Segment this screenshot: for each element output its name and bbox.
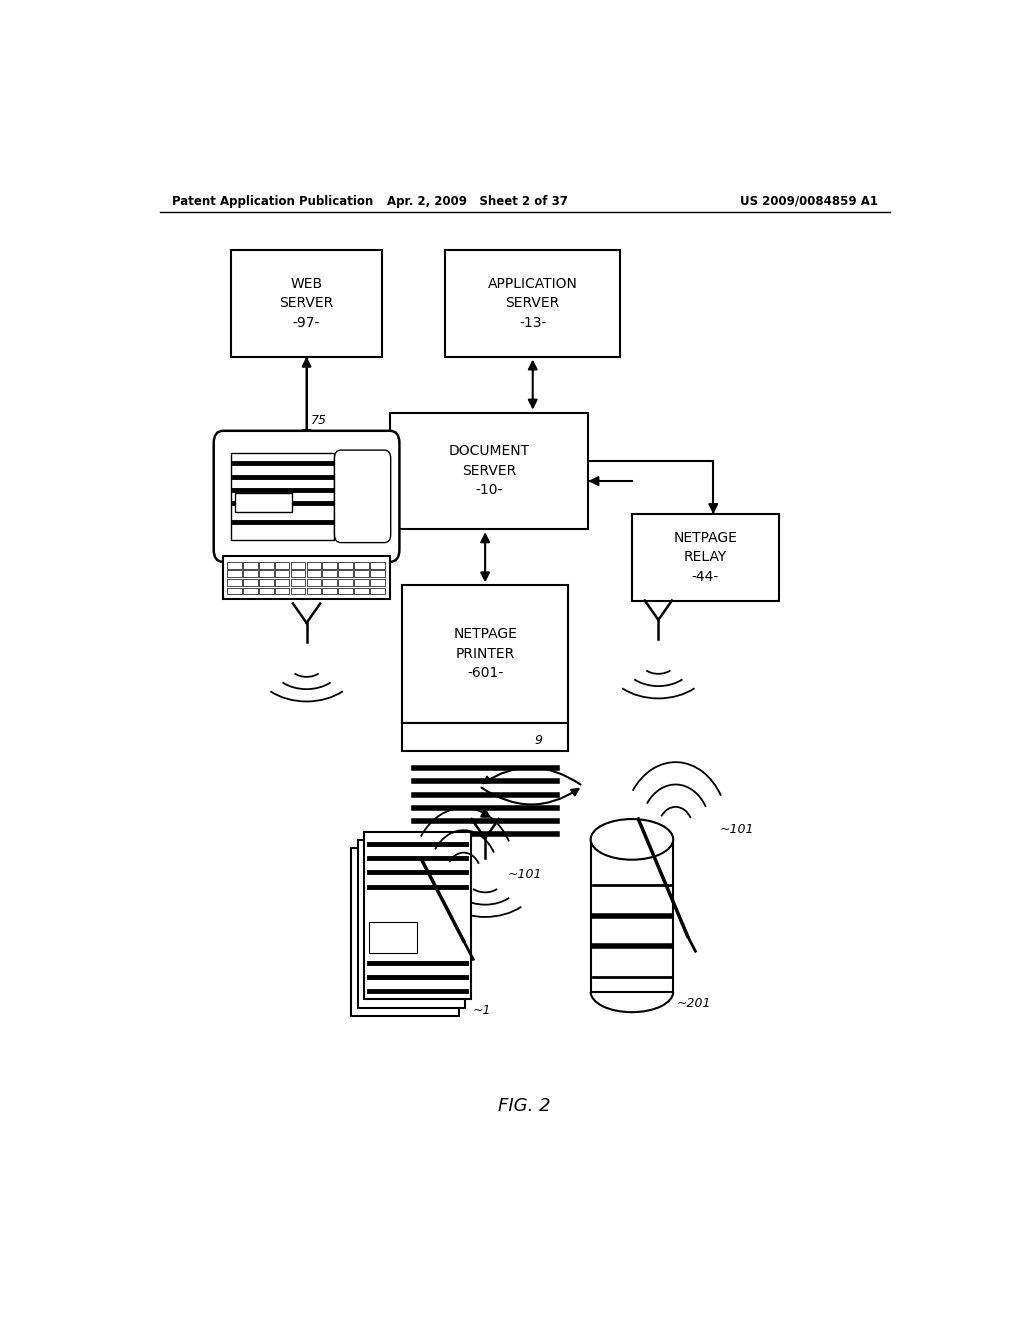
Bar [323, 570, 337, 577]
Bar [591, 840, 673, 991]
Bar [351, 847, 459, 1015]
Bar [370, 587, 385, 594]
Bar [259, 579, 273, 586]
Bar [338, 570, 353, 577]
Bar [231, 249, 382, 356]
Bar [370, 570, 385, 577]
Bar [227, 579, 242, 586]
Bar [323, 587, 337, 594]
Bar [274, 570, 290, 577]
Bar [365, 832, 471, 999]
Bar [274, 587, 290, 594]
Text: ~1: ~1 [473, 1003, 492, 1016]
Bar [274, 579, 290, 586]
Bar [357, 840, 465, 1007]
Bar [370, 562, 385, 569]
Text: FIG. 2: FIG. 2 [499, 1097, 551, 1114]
Bar [243, 579, 258, 586]
Bar [291, 579, 305, 586]
Bar [632, 515, 779, 601]
Bar [370, 579, 385, 586]
Bar [354, 562, 369, 569]
Bar [338, 562, 353, 569]
Bar [243, 587, 258, 594]
Bar [259, 562, 273, 569]
Bar [243, 562, 258, 569]
Bar [243, 570, 258, 577]
Bar [259, 570, 273, 577]
Bar [445, 249, 621, 356]
Text: NETPAGE
PRINTER
-601-: NETPAGE PRINTER -601- [454, 627, 517, 680]
Text: DOCUMENT
SERVER
-10-: DOCUMENT SERVER -10- [449, 445, 529, 498]
Bar [323, 579, 337, 586]
Bar [401, 585, 568, 722]
Bar [227, 562, 242, 569]
Bar [223, 556, 390, 598]
Bar [306, 587, 322, 594]
Text: ~101: ~101 [507, 869, 542, 882]
Bar [306, 562, 322, 569]
Ellipse shape [591, 818, 673, 859]
Bar [354, 579, 369, 586]
Bar [291, 562, 305, 569]
Text: US 2009/0084859 A1: US 2009/0084859 A1 [740, 194, 878, 207]
Bar [259, 587, 273, 594]
Bar [306, 570, 322, 577]
Bar [227, 570, 242, 577]
Bar [227, 587, 242, 594]
Bar [354, 570, 369, 577]
Text: ~201: ~201 [677, 997, 712, 1010]
Text: NETPAGE
RELAY
-44-: NETPAGE RELAY -44- [674, 531, 737, 583]
Bar [338, 579, 353, 586]
Bar [369, 923, 417, 953]
Text: Apr. 2, 2009   Sheet 2 of 37: Apr. 2, 2009 Sheet 2 of 37 [387, 194, 567, 207]
Text: WEB
SERVER
-97-: WEB SERVER -97- [280, 277, 334, 330]
Text: Patent Application Publication: Patent Application Publication [172, 194, 373, 207]
Bar [274, 562, 290, 569]
Text: ~101: ~101 [719, 822, 754, 836]
Bar [236, 492, 292, 512]
Bar [231, 453, 335, 540]
Bar [291, 587, 305, 594]
Text: 9: 9 [535, 734, 543, 747]
Text: APPLICATION
SERVER
-13-: APPLICATION SERVER -13- [487, 277, 578, 330]
FancyBboxPatch shape [214, 430, 399, 562]
Bar [354, 587, 369, 594]
Bar [306, 579, 322, 586]
Bar [323, 562, 337, 569]
Bar [390, 413, 589, 529]
Bar [291, 570, 305, 577]
Bar [338, 587, 353, 594]
FancyBboxPatch shape [335, 450, 391, 543]
Text: 75: 75 [310, 414, 327, 428]
Bar [401, 722, 568, 751]
